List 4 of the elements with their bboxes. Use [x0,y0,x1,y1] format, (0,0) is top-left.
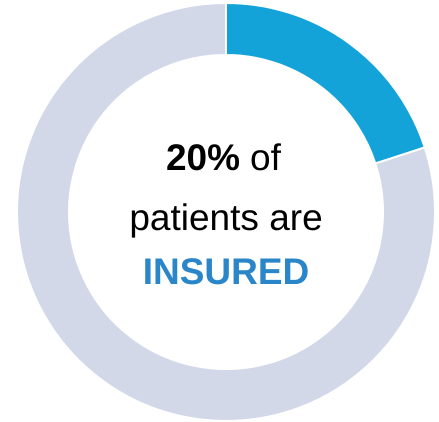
text: of [250,137,282,178]
text: 20% [166,137,240,178]
text: INSURED [142,251,310,292]
text: patients are [129,197,323,238]
